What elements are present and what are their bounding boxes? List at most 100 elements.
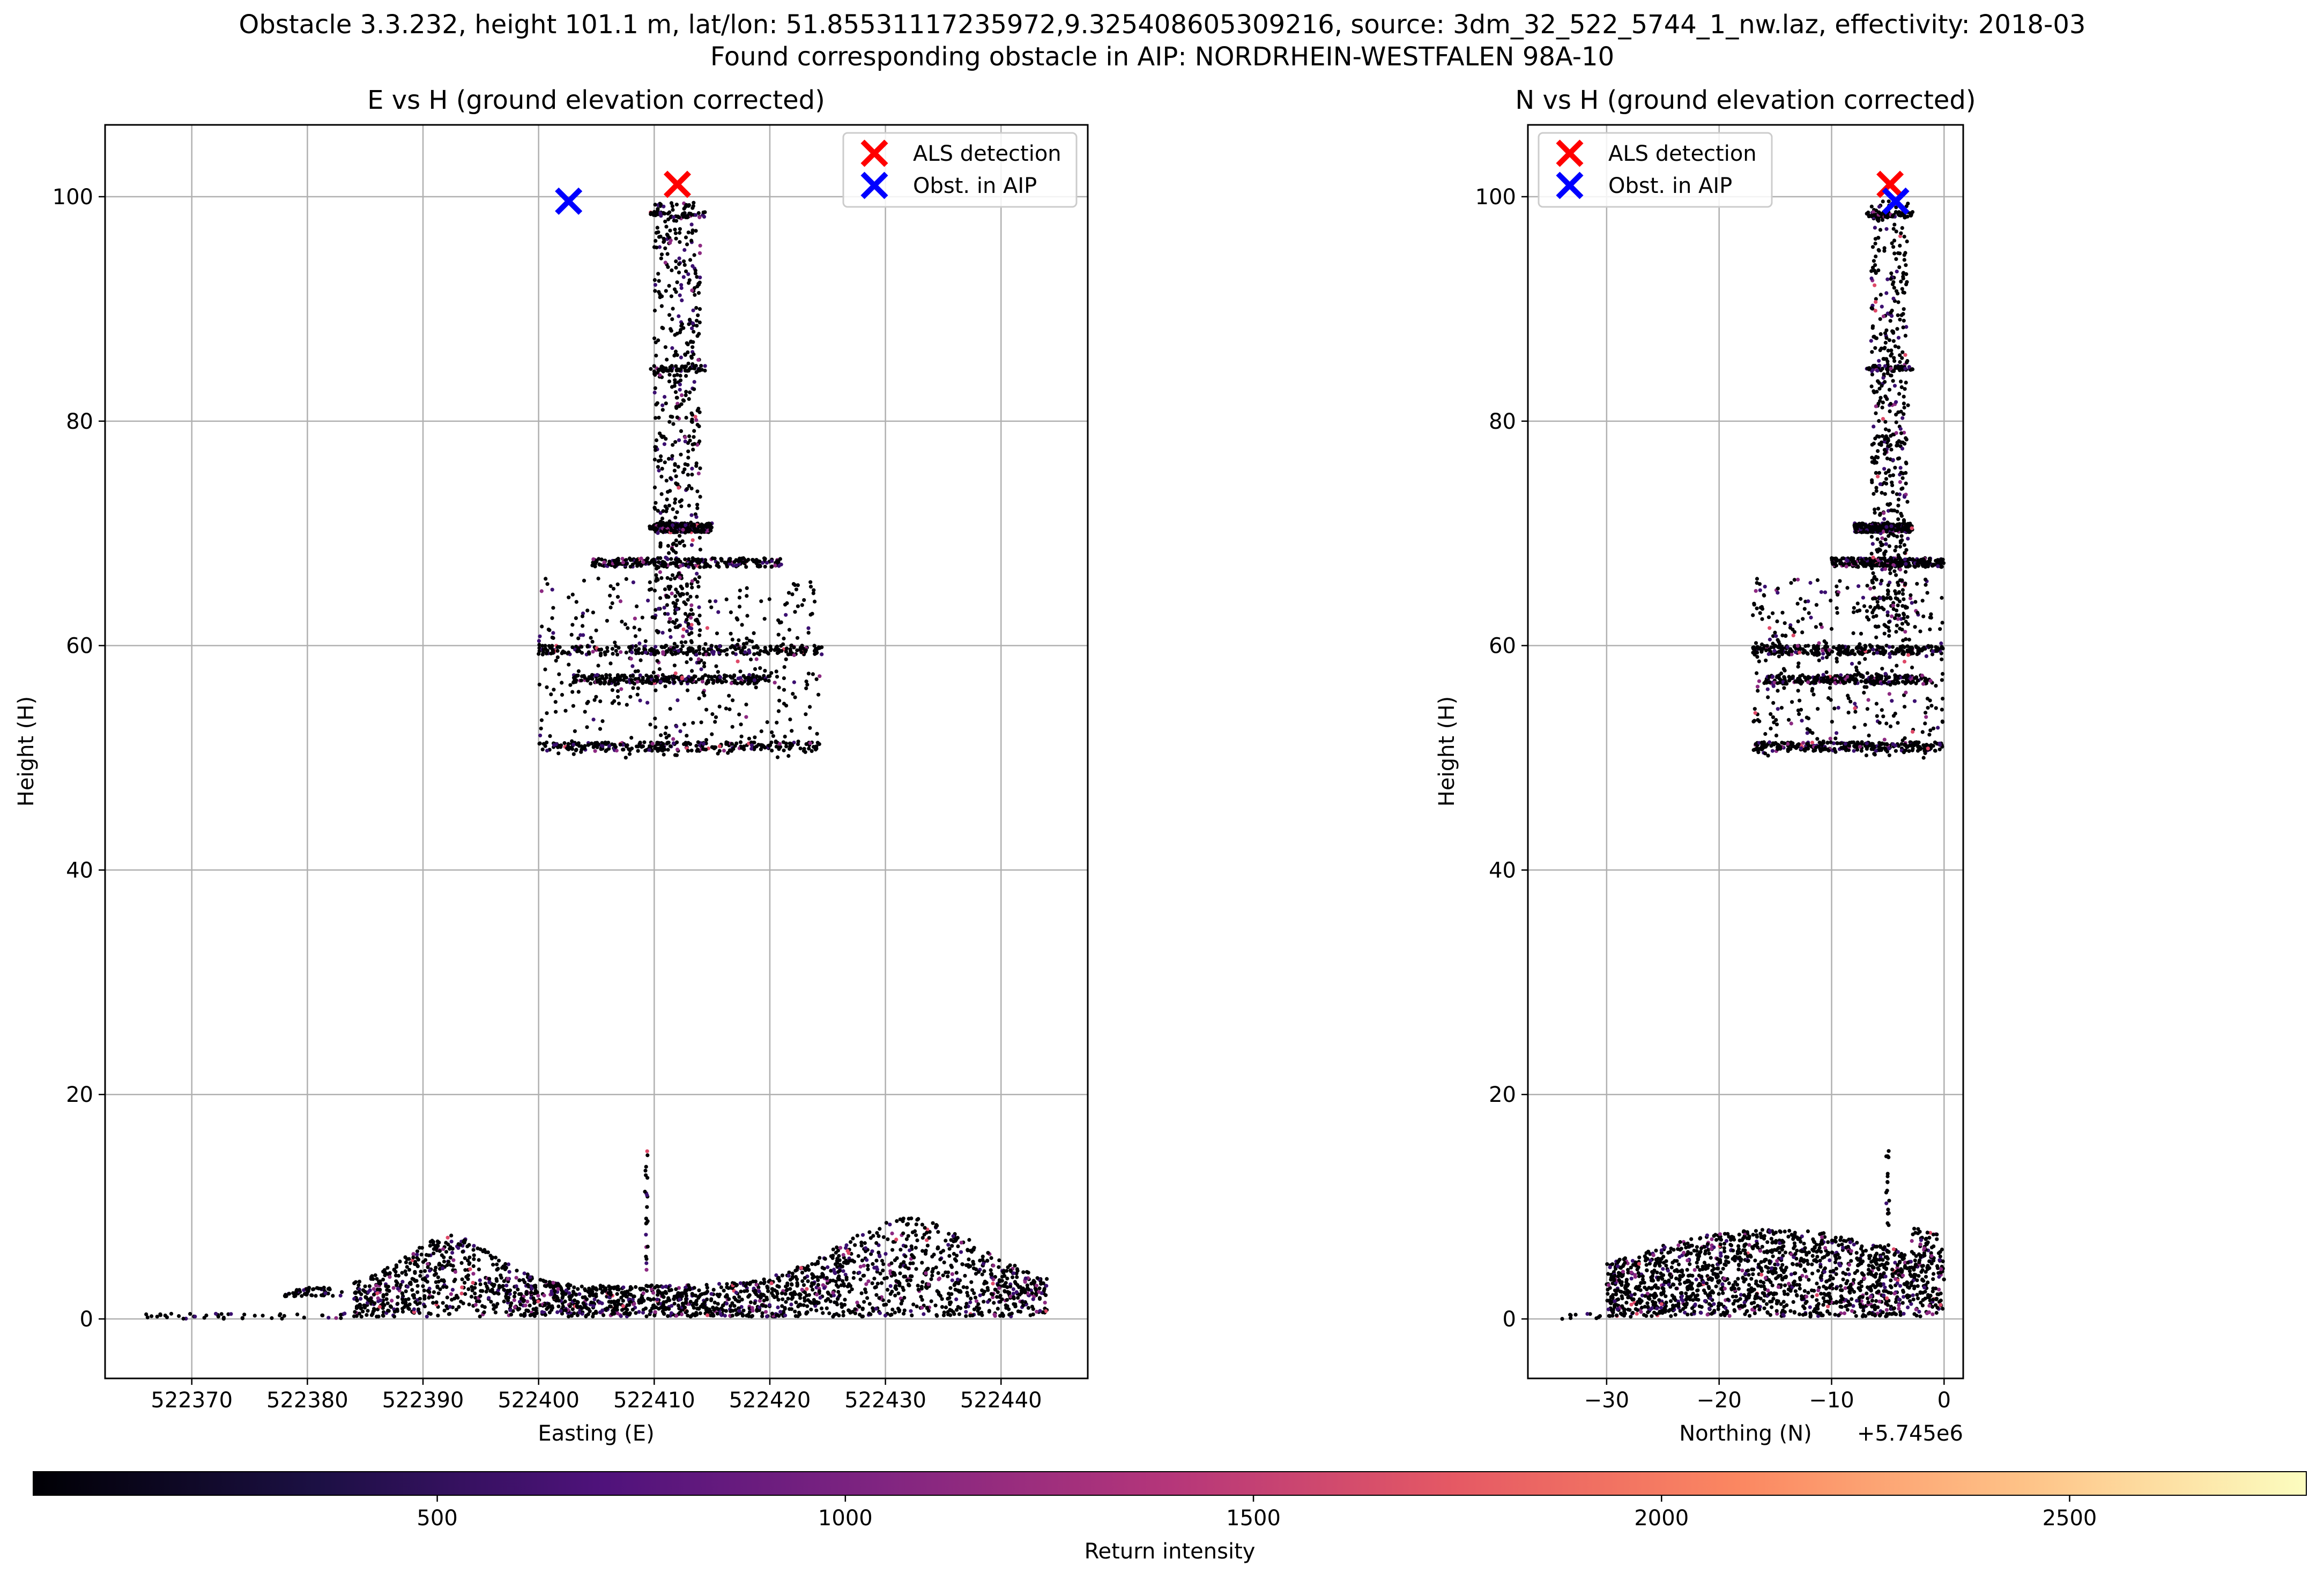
left-lidar-point	[920, 1297, 924, 1302]
left-lidar-point	[382, 1270, 387, 1275]
left-lidar-point	[835, 1245, 839, 1250]
left-lidar-point	[635, 680, 640, 684]
left-lidar-point	[656, 556, 660, 560]
left-lidar-point	[525, 1282, 530, 1287]
left-lidar-point	[591, 610, 595, 615]
left-lidar-point	[667, 284, 671, 288]
left-lidar-point	[736, 676, 740, 681]
left-lidar-point	[537, 646, 541, 650]
left-lidar-point	[431, 1240, 436, 1244]
left-lidar-point	[678, 240, 682, 244]
left-lidar-point	[400, 1309, 405, 1314]
left-lidar-point	[453, 1270, 458, 1274]
left-lidar-point	[870, 1249, 874, 1254]
left-lidar-point	[906, 1222, 910, 1226]
left-lidar-point	[901, 1288, 905, 1292]
left-lidar-point	[620, 620, 624, 624]
right-lidar-point	[1664, 1300, 1668, 1304]
left-lidar-point	[815, 1259, 820, 1264]
left-lidar-point	[959, 1241, 963, 1245]
left-lidar-point	[552, 1295, 556, 1300]
left-lidar-point	[692, 523, 696, 527]
left-lidar-point	[461, 1301, 465, 1306]
left-lidar-point	[665, 603, 669, 607]
left-lidar-point	[1011, 1275, 1015, 1279]
left-lidar-point	[434, 1265, 438, 1270]
left-lidar-point	[664, 725, 669, 730]
left-lidar-point	[568, 683, 573, 687]
left-lidar-point	[415, 1252, 419, 1257]
left-lidar-point	[592, 698, 597, 702]
left-lidar-point	[691, 321, 695, 325]
left-lidar-point	[787, 1270, 791, 1274]
left-lidar-point	[902, 1311, 906, 1316]
left-lidar-point	[691, 308, 695, 312]
left-lidar-point	[929, 1299, 933, 1303]
left-lidar-point	[613, 640, 617, 645]
left-lidar-point	[970, 1313, 975, 1317]
left-lidar-point	[757, 1289, 761, 1294]
left-lidar-point	[673, 231, 678, 235]
left-lidar-point	[811, 591, 815, 595]
left-lidar-point	[605, 1306, 609, 1310]
left-lidar-point	[442, 1255, 446, 1259]
left-lidar-point	[630, 664, 635, 668]
left-lidar-point	[719, 1285, 723, 1289]
left-lidar-point	[617, 1287, 621, 1292]
left-lidar-point	[912, 1255, 916, 1259]
left-lidar-point	[991, 1263, 996, 1268]
left-lidar-point	[616, 681, 620, 685]
left-lidar-point	[501, 1284, 505, 1288]
left-lidar-point	[554, 710, 558, 714]
left-lidar-point	[669, 635, 673, 639]
left-lidar-point	[600, 675, 604, 680]
left-lidar-point	[812, 1301, 816, 1306]
left-lidar-point	[655, 245, 659, 250]
left-lidar-point	[680, 644, 685, 648]
left-lidar-point	[645, 1284, 650, 1288]
left-lidar-point	[570, 739, 574, 743]
left-lidar-point	[416, 1307, 421, 1311]
left-lidar-point	[697, 613, 702, 618]
left-lidar-point	[643, 1306, 648, 1310]
left-lidar-point	[812, 1299, 816, 1303]
left-lidar-point	[687, 281, 691, 285]
left-lidar-point	[392, 1314, 397, 1319]
left-lidar-point	[1005, 1285, 1009, 1289]
left-lidar-point	[920, 1249, 925, 1253]
left-lidar-point	[375, 1277, 379, 1281]
left-lidar-point	[612, 1311, 617, 1316]
left-lidar-point	[654, 230, 658, 235]
left-lidar-point	[718, 1312, 723, 1316]
left-lidar-point	[514, 1276, 518, 1280]
left-lidar-point	[689, 603, 694, 607]
left-lidar-point	[1008, 1263, 1012, 1267]
left-lidar-point	[982, 1281, 986, 1286]
left-lidar-point	[633, 616, 637, 621]
left-lidar-point	[839, 1302, 843, 1306]
left-lidar-point	[680, 393, 684, 398]
left-lidar-point	[729, 610, 733, 615]
left-lidar-point	[783, 734, 787, 739]
left-lidar-point	[806, 1279, 810, 1284]
left-lidar-point	[678, 230, 682, 235]
left-lidar-point	[1018, 1285, 1023, 1289]
left-lidar-point	[812, 588, 816, 592]
left-lidar-point	[678, 524, 682, 528]
left-lidar-point	[920, 1222, 924, 1227]
left-lidar-point	[707, 647, 711, 652]
left-lidar-point	[867, 1311, 872, 1316]
left-lidar-point	[893, 1258, 897, 1263]
left-lidar-point	[744, 1284, 748, 1288]
left-lidar-point	[696, 281, 701, 286]
left-lidar-point	[672, 374, 677, 378]
left-lidar-point	[418, 1274, 422, 1278]
left-lidar-point	[469, 1294, 474, 1299]
left-lidar-point	[650, 742, 655, 746]
left-lidar-point	[1012, 1271, 1016, 1276]
left-lidar-point	[811, 1287, 815, 1292]
left-lidar-point	[600, 744, 605, 748]
left-lidar-point	[695, 571, 699, 576]
left-lidar-point	[865, 1296, 870, 1300]
left-lidar-point	[665, 357, 669, 362]
